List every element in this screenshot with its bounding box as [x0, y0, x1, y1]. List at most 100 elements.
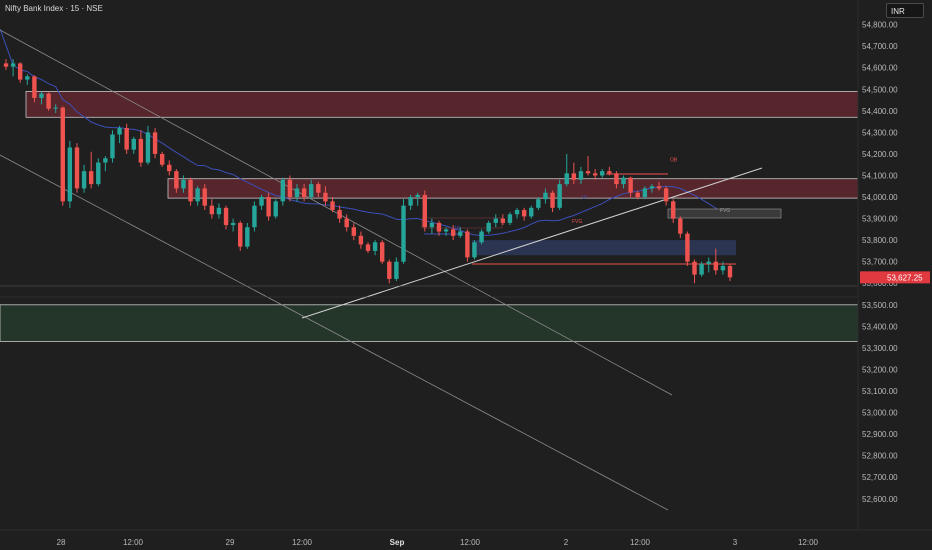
candle-body [25, 76, 30, 80]
demand-zone [0, 304, 859, 342]
candle-body [337, 209, 342, 219]
candle-body [81, 171, 87, 189]
candle-body [365, 244, 371, 251]
annotations-layer: OB FVG FVG VI VI [455, 157, 730, 231]
candle-body [309, 184, 314, 198]
price-axis[interactable]: 54,800.00 54,700.00 54,600.00 54,500.00 54,4… [862, 21, 898, 504]
fvg-zone [472, 240, 736, 256]
time-tick-label: 12:00 [460, 538, 481, 547]
chart-annotation-label: FVG [572, 219, 582, 225]
candle-body [287, 179, 293, 198]
candle-body [493, 218, 498, 223]
candle-body [252, 205, 257, 228]
candle-body [138, 138, 144, 163]
candle-body [110, 134, 115, 159]
candle-body [387, 261, 392, 279]
candle-body [188, 179, 193, 202]
candle-body [67, 147, 73, 202]
candle-body [17, 63, 23, 80]
candle-body [422, 194, 427, 228]
price-tick-label: 52,900.00 [862, 430, 898, 439]
candle-body [521, 209, 527, 217]
time-axis[interactable]: 28 12:00 29 12:00 Sep 12:00 2 12:00 3 12:00 [57, 538, 819, 547]
price-tick-label: 53,200.00 [862, 365, 898, 374]
time-tick-label: 12:00 [123, 538, 144, 547]
candle-body [408, 197, 413, 206]
time-tick-label: 12:00 [798, 538, 819, 547]
supply-zone [25, 91, 859, 118]
candle-body [372, 242, 378, 251]
candles-layer [3, 59, 733, 284]
candle-body [167, 164, 172, 172]
chart-annotation-label: VI [455, 225, 460, 231]
price-tick-label: 54,500.00 [862, 85, 898, 94]
time-tick-label: 28 [57, 538, 66, 547]
zones-layer [0, 91, 859, 342]
price-tick-label: 54,300.00 [862, 128, 898, 137]
candle-body [578, 171, 584, 180]
time-tick-label: 12:00 [292, 538, 313, 547]
candle-body [550, 192, 555, 208]
candle-body [450, 229, 456, 236]
candle-body [53, 107, 58, 109]
channel-lower-line [0, 154, 669, 511]
candle-body [614, 173, 619, 185]
price-tick-label: 52,600.00 [862, 495, 898, 504]
candle-body [564, 173, 569, 185]
candle-body [294, 188, 300, 198]
candle-body [536, 199, 541, 208]
candle-body [280, 179, 286, 202]
candle-body [621, 177, 626, 185]
candle-body [358, 235, 364, 245]
candle-body [195, 188, 200, 202]
candle-body [415, 194, 420, 198]
candle-body [507, 214, 513, 223]
symbol-title: Nifty Bank Index · 15 · NSE [5, 4, 103, 13]
candle-body [46, 93, 51, 109]
price-tick-label: 54,700.00 [862, 42, 898, 51]
price-tick-label: 53,500.00 [862, 301, 898, 310]
candle-body [245, 227, 250, 247]
candle-body [209, 205, 215, 215]
candle-body [181, 179, 186, 189]
candle-body [131, 138, 136, 150]
last-price-label: 53,627.25 [887, 273, 923, 282]
price-tick-label: 54,800.00 [862, 21, 898, 30]
candle-body [465, 231, 470, 258]
currency-button[interactable]: INR [886, 3, 924, 18]
candle-body [174, 171, 179, 189]
candle-body [692, 261, 697, 275]
price-tick-label: 54,100.00 [862, 171, 898, 180]
candle-body [727, 266, 733, 278]
price-tick-label: 53,900.00 [862, 215, 898, 224]
candle-body [10, 63, 16, 67]
price-tick-label: 53,000.00 [862, 409, 898, 418]
candle-body [344, 218, 349, 228]
time-tick-label: 3 [733, 538, 738, 547]
candle-body [88, 171, 94, 185]
candle-body [74, 147, 80, 189]
time-tick-label: 29 [226, 538, 235, 547]
candle-body [273, 201, 278, 217]
fvg-box [667, 208, 782, 219]
candle-body [216, 207, 222, 215]
candle-body [486, 222, 491, 232]
candle-body [479, 231, 484, 243]
candle-body [259, 197, 264, 206]
candle-body [117, 128, 122, 135]
candle-body [635, 192, 640, 198]
candle-body [32, 76, 37, 98]
candle-body [323, 192, 328, 202]
time-tick-label: 2 [564, 538, 569, 547]
candle-body [379, 242, 385, 262]
channel-upper-line [0, 29, 673, 396]
candle-body [145, 132, 151, 163]
chart-annotation-label: FVG [720, 208, 730, 214]
supply-zone [167, 178, 859, 199]
candle-body [543, 192, 548, 200]
price-tick-label: 54,400.00 [862, 107, 898, 116]
candle-body [607, 171, 612, 174]
price-tick-label: 54,600.00 [862, 64, 898, 73]
